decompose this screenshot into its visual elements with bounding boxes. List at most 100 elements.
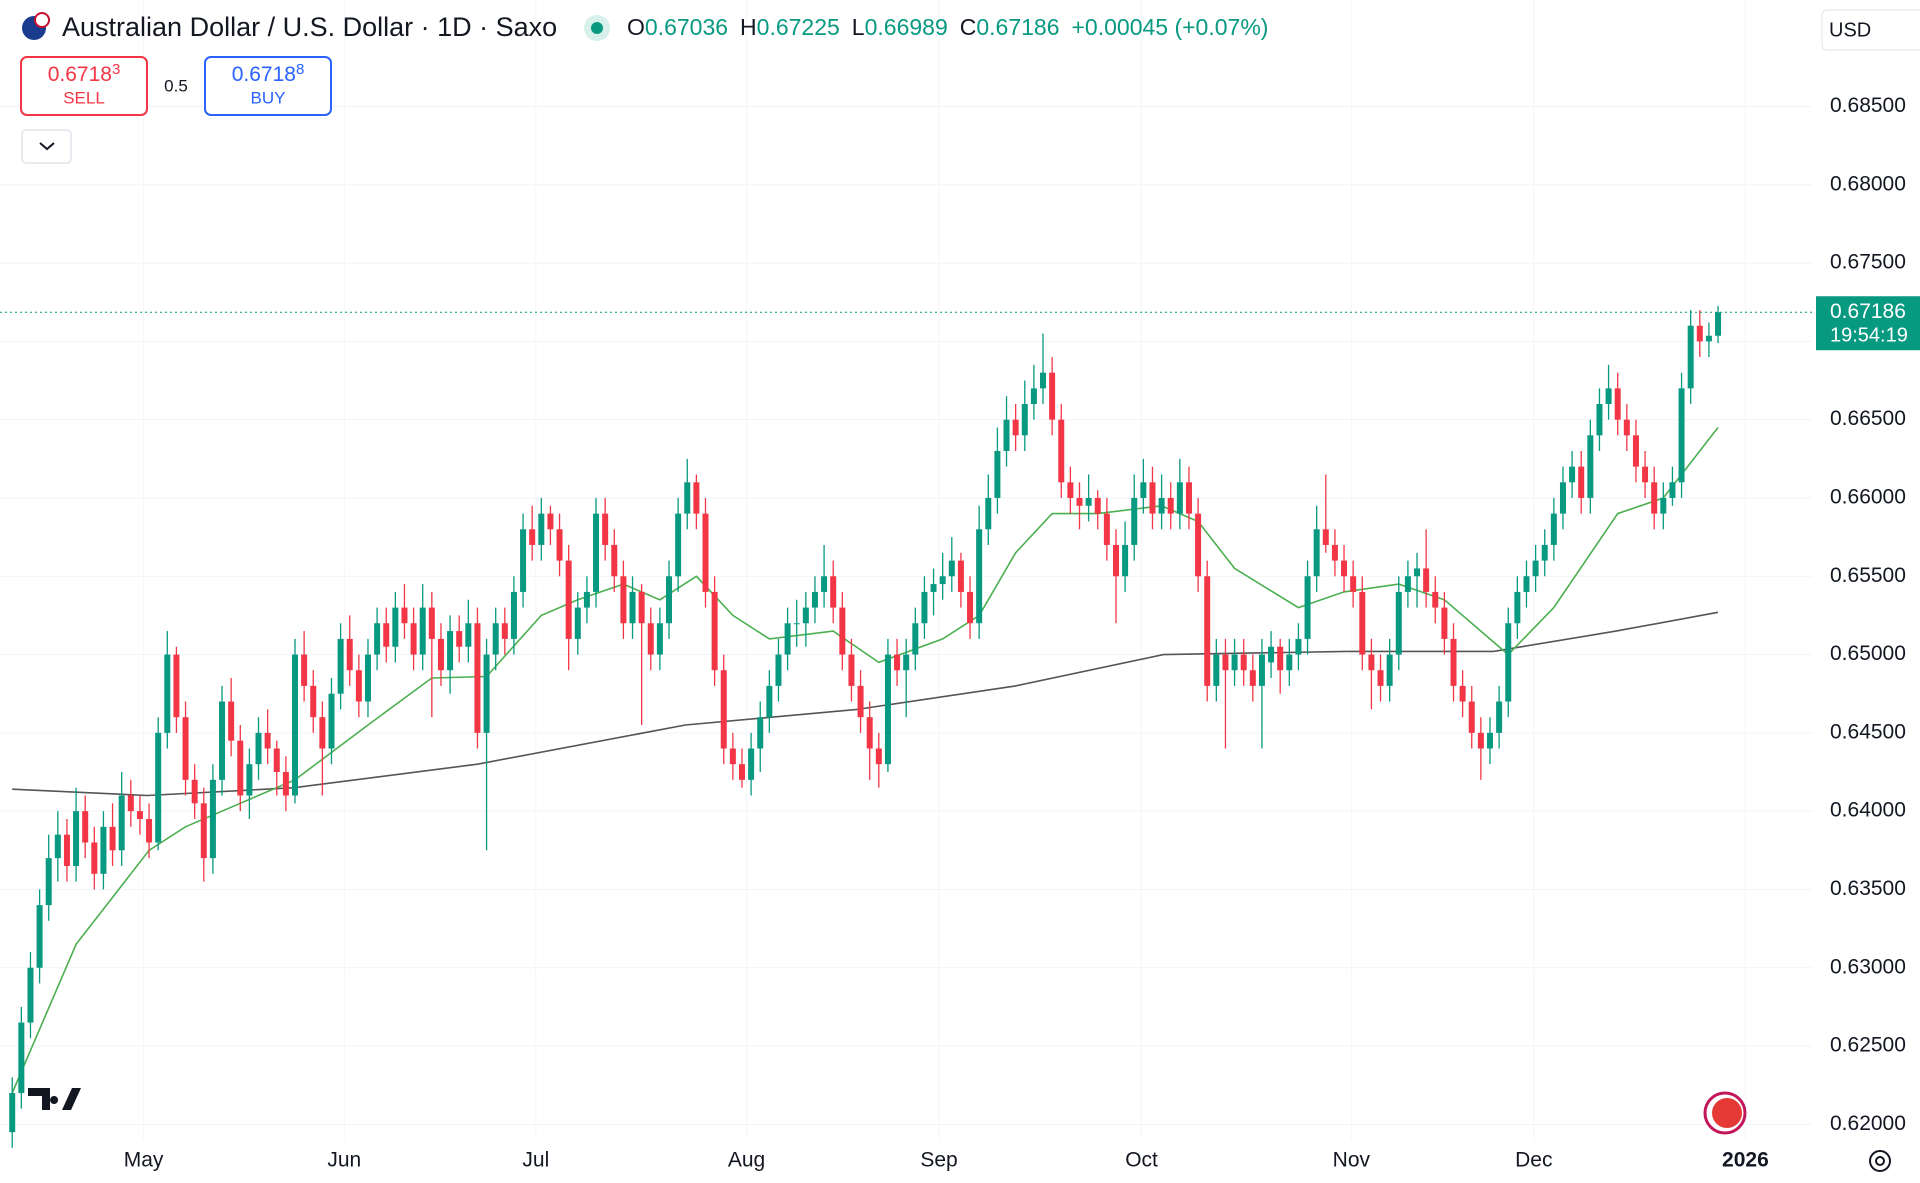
candle-body: [465, 623, 472, 647]
candle-body: [1167, 497, 1174, 514]
candle-body: [146, 818, 153, 843]
candle-body: [994, 450, 1001, 498]
candle-body: [675, 513, 682, 577]
candle-body: [1605, 388, 1612, 405]
candle-body: [1596, 404, 1603, 436]
y-tick-label: 0.64500: [1830, 720, 1906, 743]
candle-body: [374, 623, 381, 655]
candle-body: [811, 591, 818, 608]
candle-body: [1258, 654, 1265, 686]
candle-body: [447, 631, 454, 671]
sell-pip: 3: [112, 61, 120, 78]
candle-body: [1541, 544, 1548, 561]
buy-button[interactable]: [204, 56, 332, 116]
candle-body: [538, 513, 545, 545]
candle-body: [437, 638, 444, 671]
candle-body: [1715, 312, 1722, 336]
candle-body: [912, 623, 919, 655]
candle-body: [957, 560, 964, 592]
candle-body: [656, 623, 663, 655]
candle-body: [392, 607, 399, 647]
candle-body: [1295, 638, 1302, 655]
collapse-button[interactable]: [21, 129, 72, 164]
candle-body: [793, 623, 800, 625]
candle-body: [1414, 568, 1421, 577]
candle-body: [1678, 388, 1685, 483]
candle-body: [1131, 497, 1138, 545]
candle-body: [565, 560, 572, 639]
candle-body: [1523, 576, 1530, 592]
candle-body: [529, 529, 536, 545]
candle-body: [1322, 529, 1329, 545]
candle-body: [328, 693, 335, 749]
buy-price-main: 0.6718: [232, 63, 296, 86]
candle-body: [45, 858, 52, 906]
x-tick-label: Oct: [1125, 1149, 1158, 1172]
candle-body: [985, 497, 992, 530]
y-tick-label: 0.68000: [1830, 172, 1906, 195]
candle-body: [1122, 544, 1129, 577]
candle-body: [784, 623, 791, 655]
currency-selector[interactable]: [1821, 9, 1920, 51]
sell-label: SELL: [63, 88, 105, 107]
settings-icon[interactable]: [1869, 1150, 1891, 1172]
candle-body: [1377, 670, 1384, 686]
candle-body: [857, 685, 864, 718]
candle-body: [1094, 497, 1101, 514]
candle-body: [875, 748, 882, 765]
candle-body: [100, 826, 107, 874]
candle-body: [1076, 497, 1083, 506]
candle-body: [1249, 670, 1256, 686]
sell-button[interactable]: [20, 56, 148, 116]
y-tick-label: 0.66500: [1830, 407, 1906, 430]
spread: 0.5: [164, 76, 188, 95]
candle-body: [483, 654, 490, 733]
candle-body: [1030, 388, 1037, 405]
candle-body: [647, 623, 654, 655]
candle-body: [839, 607, 846, 655]
candle-body: [310, 685, 317, 718]
price-tag-value: 0.67186: [1830, 300, 1906, 323]
candle-body: [191, 779, 198, 804]
flag-badge-inner: [1712, 1098, 1742, 1128]
candle-body: [967, 591, 974, 624]
candle-body: [1532, 560, 1539, 577]
candle-body: [456, 631, 463, 647]
candle-body: [1486, 732, 1493, 749]
candle-body: [593, 513, 600, 592]
chevron-icon: [39, 142, 55, 151]
candle-body: [666, 576, 673, 624]
tradingview-logo[interactable]: [28, 1088, 81, 1110]
candle-body: [1158, 497, 1165, 514]
candle-body: [319, 717, 326, 749]
y-tick-label: 0.65500: [1830, 564, 1906, 587]
ohlc-label: O: [627, 14, 645, 40]
candle-body: [1559, 482, 1566, 514]
candle-body: [1304, 576, 1311, 639]
symbol-title[interactable]: Australian Dollar / U.S. Dollar · 1D · S…: [62, 12, 557, 42]
ohlc-legend: O0.67036 H0.67225 L0.66989 C0.67186 +0.00045…: [627, 14, 1268, 40]
candle-body: [729, 748, 736, 765]
candle-body: [1331, 544, 1338, 561]
x-tick-label: Sep: [920, 1149, 957, 1172]
y-tick-label: 0.66000: [1830, 486, 1906, 509]
candle-body: [109, 826, 116, 851]
candle-body: [1696, 325, 1703, 342]
candle-body: [720, 670, 727, 749]
candle-body: [9, 1093, 16, 1133]
candle-body: [1112, 544, 1119, 577]
candle-body: [738, 764, 745, 780]
candle-body: [1003, 419, 1010, 451]
candle-body: [63, 834, 70, 866]
candle-body: [182, 717, 189, 780]
candle-body: [355, 670, 362, 702]
ohlc-label: L: [852, 14, 865, 40]
candle-body: [894, 654, 901, 671]
y-tick-label: 0.63000: [1830, 955, 1906, 978]
y-tick-label: 0.65000: [1830, 642, 1906, 665]
candle-body: [337, 638, 344, 694]
candle-body: [1423, 568, 1430, 592]
candle-body: [976, 529, 983, 624]
ohlc-label: H: [740, 14, 757, 40]
